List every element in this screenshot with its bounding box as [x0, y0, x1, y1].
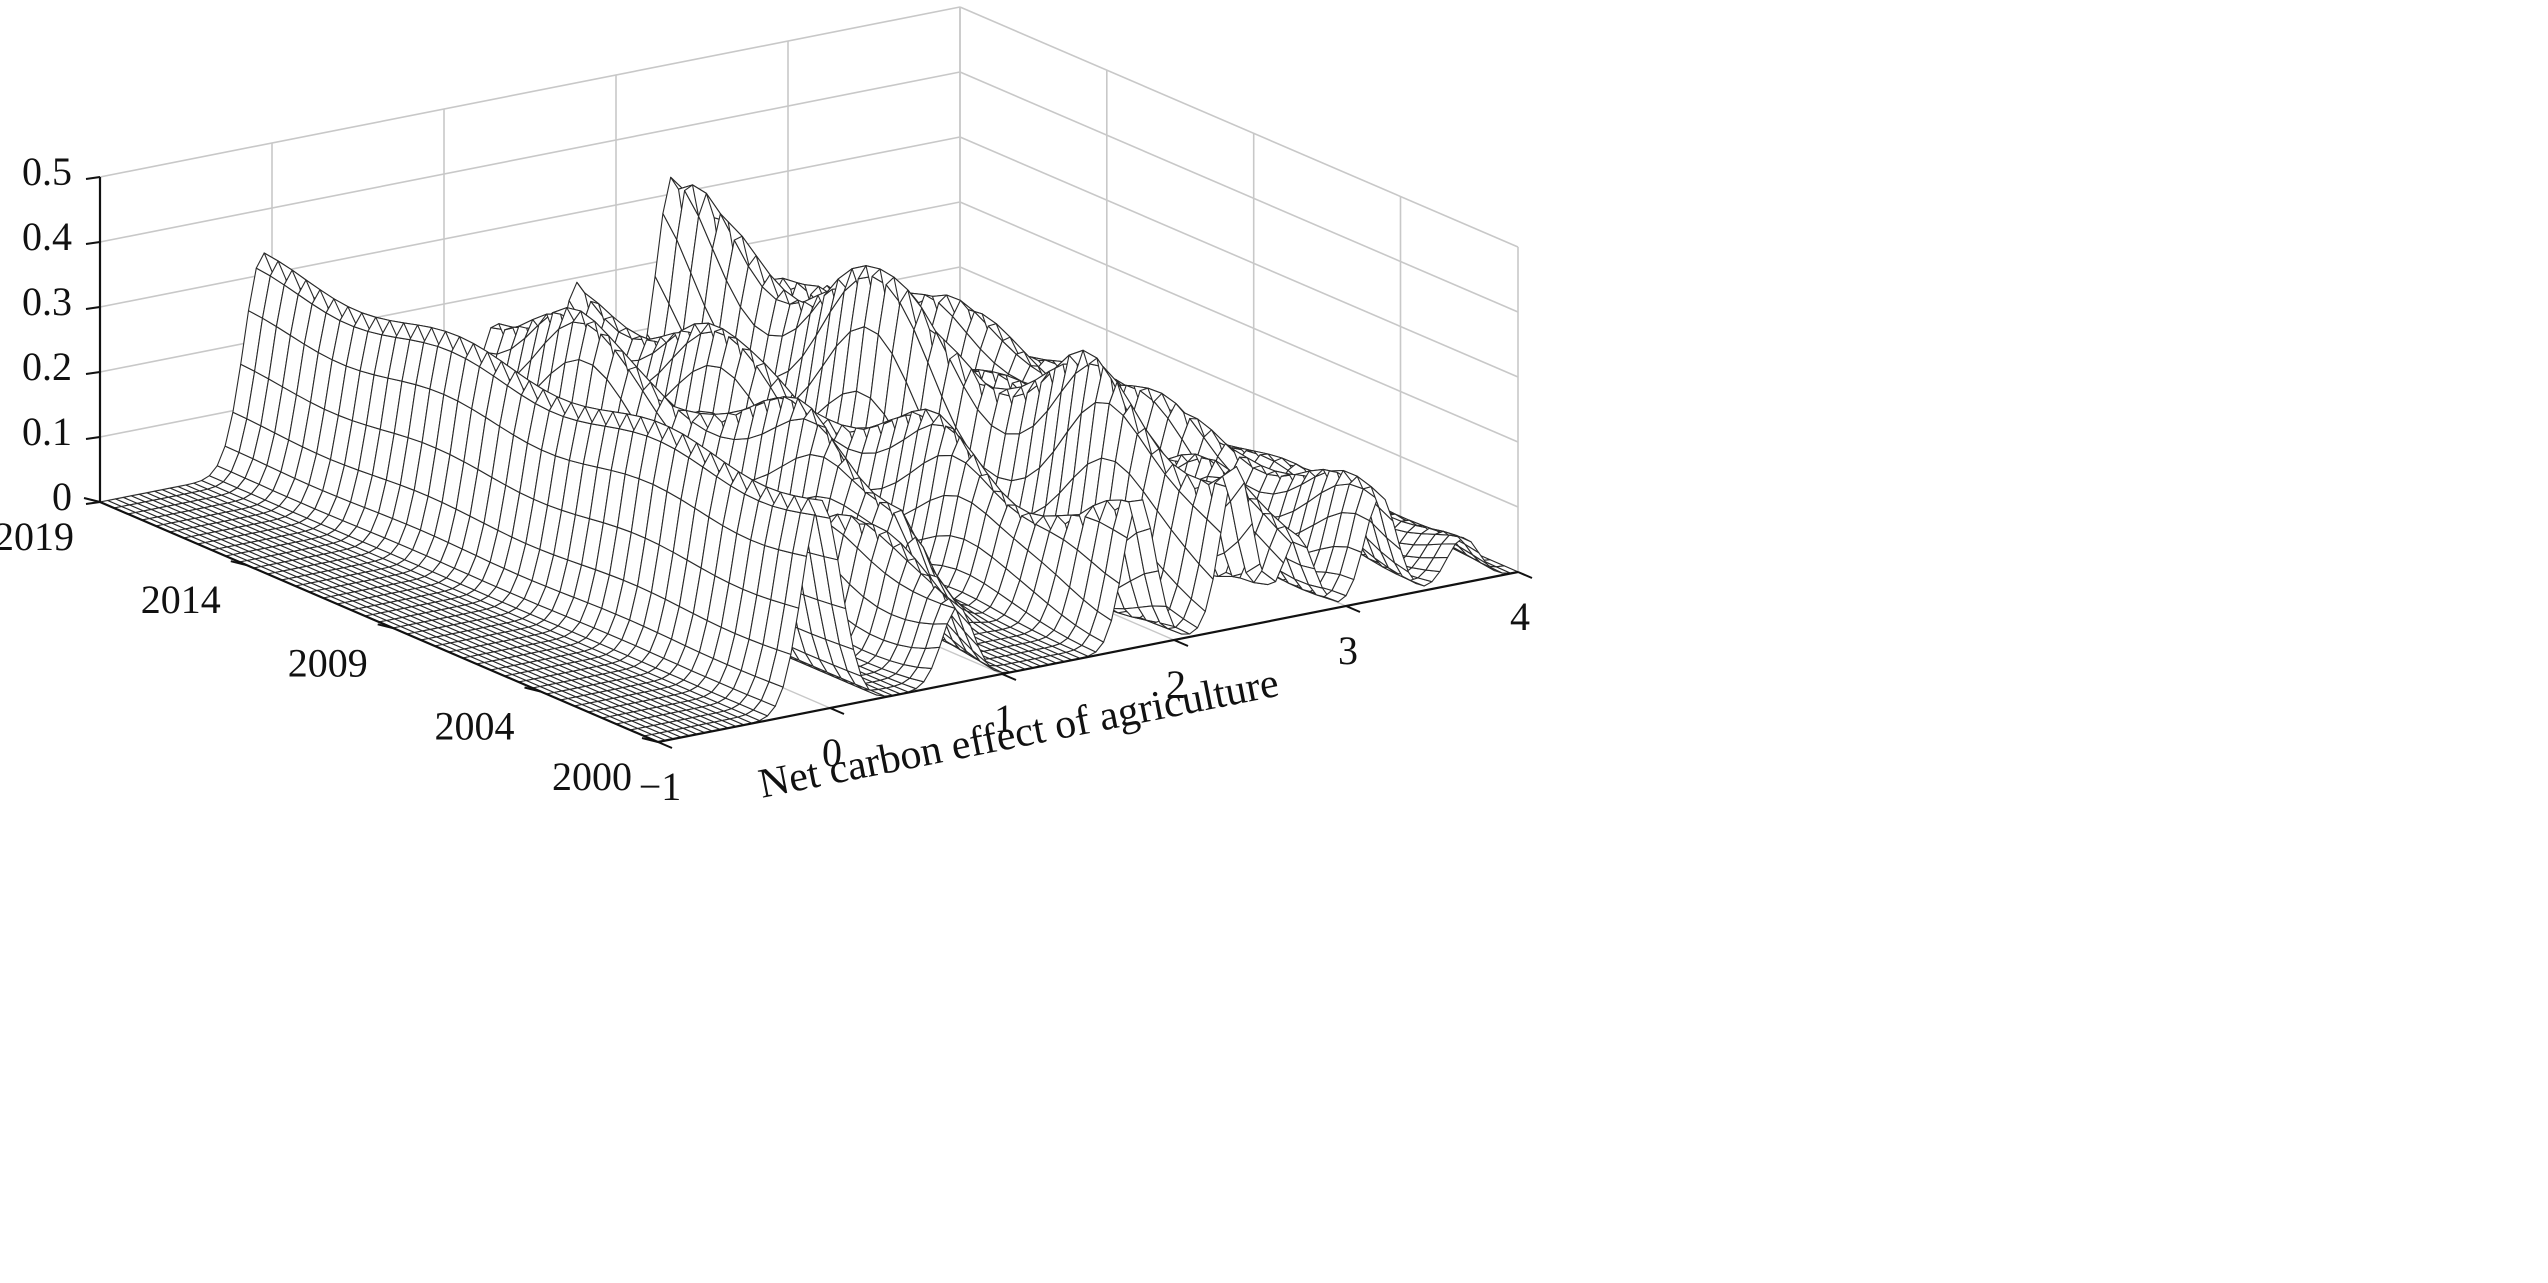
x-tick-mark	[829, 707, 845, 715]
z-tick-label: 0.1	[22, 409, 72, 454]
x-tick-mark	[657, 741, 673, 749]
grid-line	[99, 71, 961, 243]
surface-layer	[99, 176, 1519, 743]
z-tick-mark	[85, 501, 101, 505]
y-tick-label: 2019	[0, 514, 74, 559]
grid-line	[99, 136, 961, 308]
z-tick-label: 0	[52, 474, 72, 519]
x-tick-label: 0	[822, 730, 842, 775]
z-tick-label: 0.4	[22, 214, 72, 259]
x-tick-mark	[1173, 639, 1189, 647]
z-tick-mark	[85, 371, 101, 375]
z-tick-mark	[85, 176, 101, 180]
x-tick-mark	[1517, 571, 1533, 579]
x-tick-label: 2	[1166, 662, 1186, 707]
grid-line	[99, 6, 961, 178]
grid-line	[959, 136, 1519, 378]
grid-line	[959, 6, 1519, 248]
x-tick-label: −1	[639, 764, 682, 809]
z-tick-mark	[85, 436, 101, 440]
z-tick-mark	[85, 241, 101, 245]
x-tick-mark	[1345, 605, 1361, 613]
z-tick-label: 0.5	[22, 149, 72, 194]
y-tick-label: 2004	[435, 704, 515, 749]
y-tick-label: 2014	[141, 577, 221, 622]
z-tick-mark	[85, 306, 101, 310]
x-tick-label: 4	[1510, 594, 1530, 639]
grid-line	[959, 201, 1519, 443]
x-tick-mark	[1001, 673, 1017, 681]
grid-line	[959, 71, 1519, 313]
y-tick-label: 2000	[552, 754, 632, 799]
x-tick-label: 3	[1338, 628, 1358, 673]
x-tick-label: 1	[994, 696, 1014, 741]
z-tick-label: 0.2	[22, 344, 72, 389]
z-tick-label: 0.3	[22, 279, 72, 324]
y-tick-label: 2009	[288, 640, 368, 685]
grid-line	[959, 266, 1519, 508]
